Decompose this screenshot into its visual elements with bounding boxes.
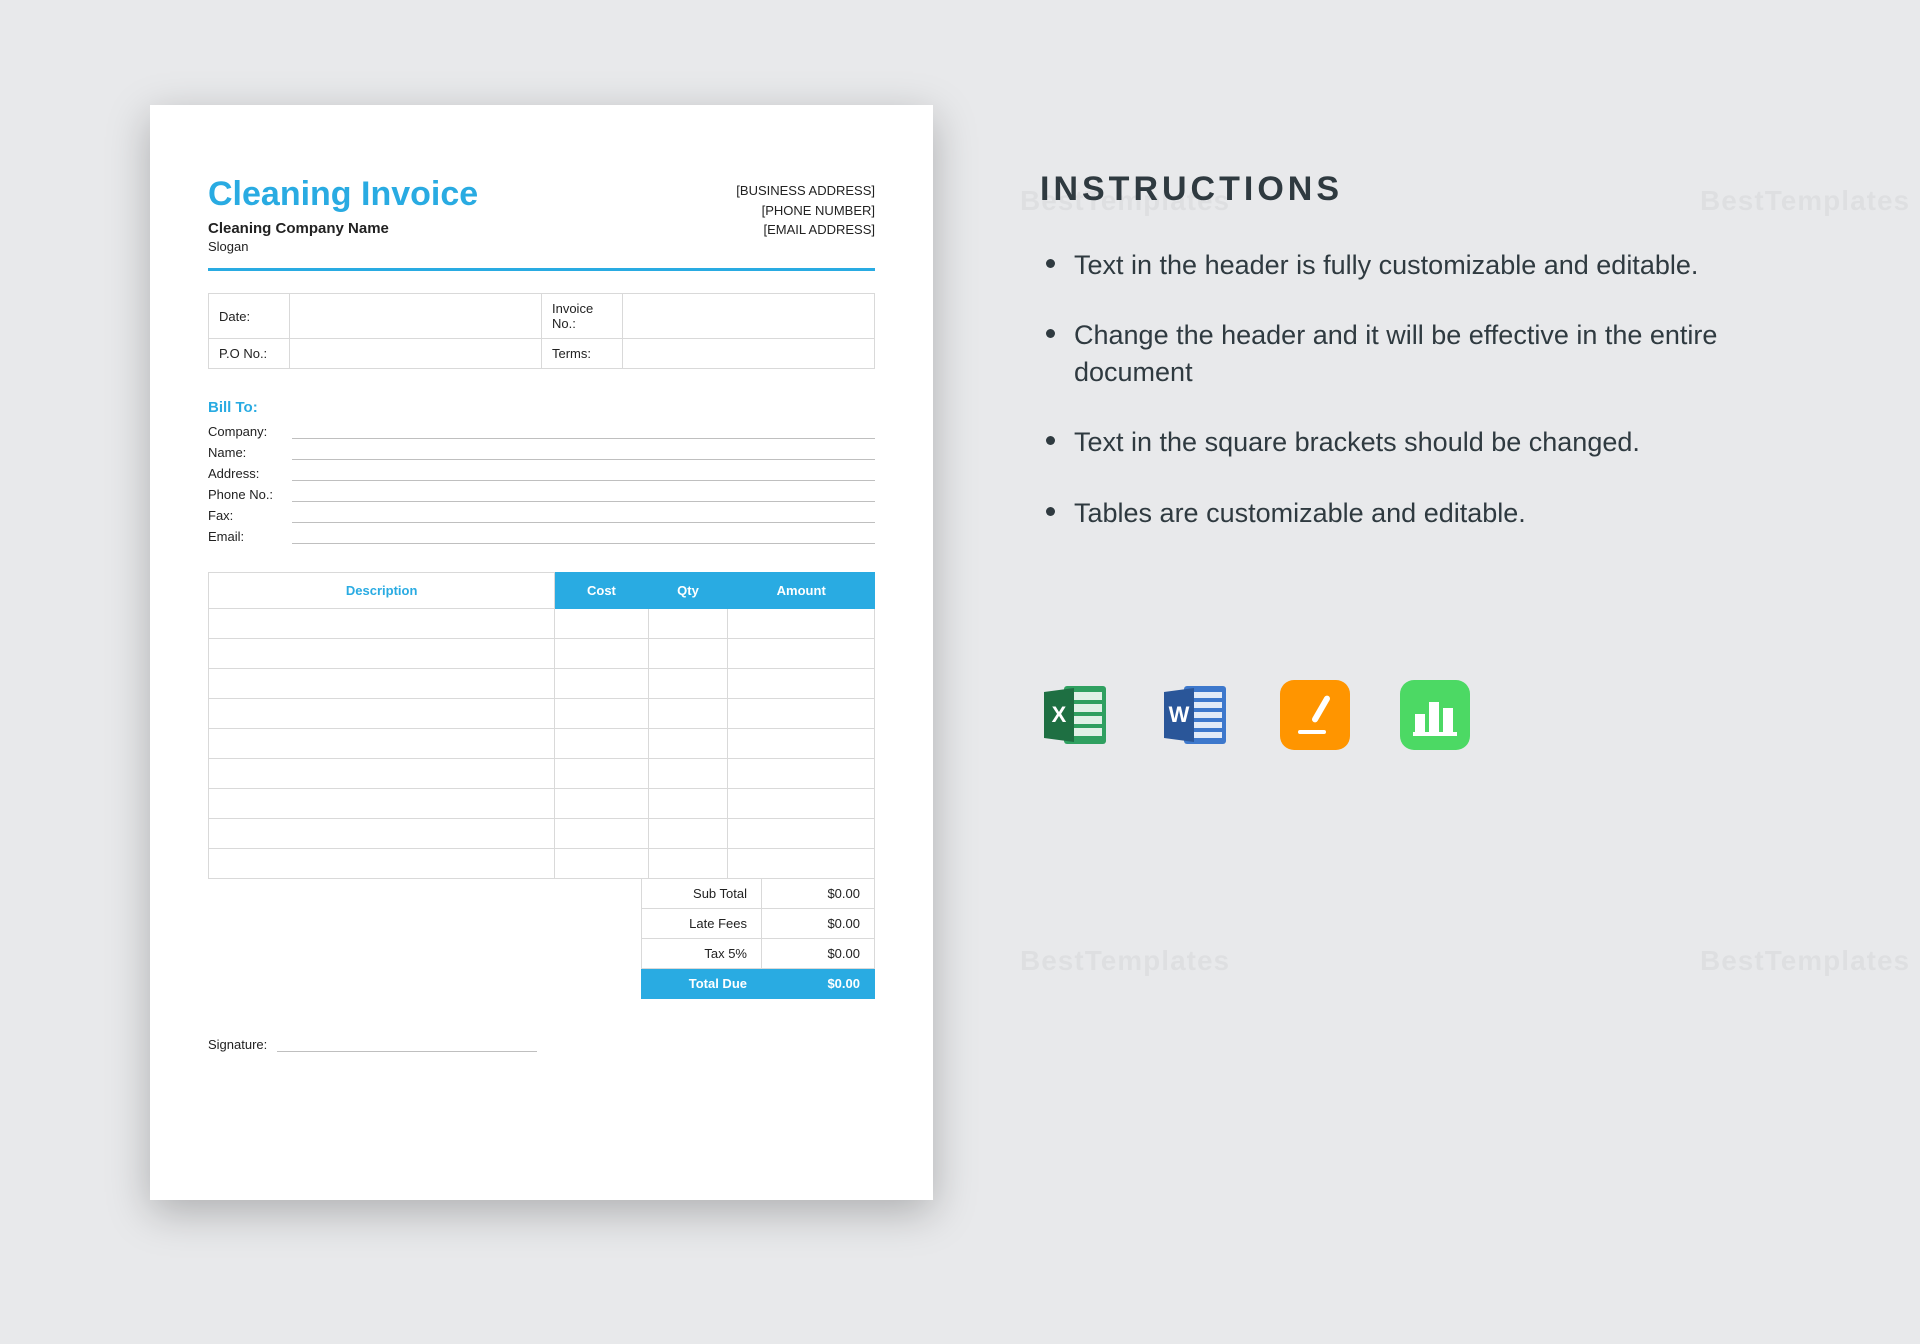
table-row — [209, 759, 875, 789]
tax-row: Tax 5% $0.00 — [642, 939, 875, 969]
latefees-value: $0.00 — [762, 909, 875, 939]
signature-line — [277, 1038, 537, 1052]
terms-label: Terms: — [541, 339, 622, 369]
business-contact: [BUSINESS ADDRESS] [PHONE NUMBER] [EMAIL… — [736, 181, 875, 240]
word-icon: W — [1160, 680, 1230, 750]
tax-value: $0.00 — [762, 939, 875, 969]
numbers-icon — [1400, 680, 1470, 750]
billto-fax: Fax: — [208, 508, 875, 523]
date-label: Date: — [209, 294, 290, 339]
col-description: Description — [209, 573, 555, 609]
pono-value — [289, 339, 541, 369]
table-row — [209, 789, 875, 819]
billto-phone: Phone No.: — [208, 487, 875, 502]
table-row — [209, 849, 875, 879]
billto-phone-line — [292, 488, 875, 502]
billto-email-label: Email: — [208, 529, 292, 544]
billto-address: Address: — [208, 466, 875, 481]
totaldue-row: Total Due $0.00 — [642, 969, 875, 999]
billto-fax-label: Fax: — [208, 508, 292, 523]
company-slogan: Slogan — [208, 239, 875, 254]
table-row — [209, 729, 875, 759]
bill-to-section: Bill To: Company: Name: Address: Phone N… — [208, 399, 875, 544]
billto-name-label: Name: — [208, 445, 292, 460]
instruction-item: Change the header and it will be effecti… — [1040, 317, 1760, 390]
pono-label: P.O No.: — [209, 339, 290, 369]
tax-label: Tax 5% — [642, 939, 762, 969]
signature-label: Signature: — [208, 1037, 267, 1052]
items-table: Description Cost Qty Amount — [208, 572, 875, 879]
signature-row: Signature: — [208, 1037, 875, 1052]
latefees-row: Late Fees $0.00 — [642, 909, 875, 939]
billto-name-line — [292, 446, 875, 460]
table-row — [209, 819, 875, 849]
date-value — [289, 294, 541, 339]
billto-name: Name: — [208, 445, 875, 460]
latefees-label: Late Fees — [642, 909, 762, 939]
invoiceno-label: Invoice No.: — [541, 294, 622, 339]
svg-text:W: W — [1169, 702, 1190, 727]
svg-text:X: X — [1052, 702, 1067, 727]
billto-fax-line — [292, 509, 875, 523]
subtotal-row: Sub Total $0.00 — [642, 879, 875, 909]
bill-to-heading: Bill To: — [208, 399, 875, 416]
billto-email: Email: — [208, 529, 875, 544]
col-qty: Qty — [648, 573, 728, 609]
instructions-heading: INSTRUCTIONS — [1040, 170, 1760, 209]
table-row — [209, 699, 875, 729]
business-address: [BUSINESS ADDRESS] — [736, 181, 875, 201]
billto-company: Company: — [208, 424, 875, 439]
invoice-header: Cleaning Invoice Cleaning Company Name S… — [208, 175, 875, 271]
totaldue-label: Total Due — [642, 969, 762, 999]
business-phone: [PHONE NUMBER] — [736, 201, 875, 221]
billto-address-line — [292, 467, 875, 481]
instructions-list: Text in the header is fully customizable… — [1040, 247, 1760, 531]
col-amount: Amount — [728, 573, 875, 609]
items-body — [209, 609, 875, 879]
billto-phone-label: Phone No.: — [208, 487, 292, 502]
table-row — [209, 609, 875, 639]
excel-icon: X — [1040, 680, 1110, 750]
col-cost: Cost — [555, 573, 648, 609]
instruction-item: Text in the header is fully customizable… — [1040, 247, 1760, 283]
invoice-sheet: Cleaning Invoice Cleaning Company Name S… — [150, 105, 933, 1200]
header-rule — [208, 268, 875, 271]
totaldue-value: $0.00 — [762, 969, 875, 999]
instructions-panel: INSTRUCTIONS Text in the header is fully… — [1040, 170, 1760, 565]
watermark: BestTemplates — [1020, 945, 1230, 977]
totals-section: Sub Total $0.00 Late Fees $0.00 Tax 5% $… — [208, 879, 875, 999]
subtotal-label: Sub Total — [642, 879, 762, 909]
table-row — [209, 639, 875, 669]
billto-company-line — [292, 425, 875, 439]
instruction-item: Text in the square brackets should be ch… — [1040, 424, 1760, 460]
meta-table: Date: Invoice No.: P.O No.: Terms: — [208, 293, 875, 369]
pages-icon — [1280, 680, 1350, 750]
app-icons-row: X W — [1040, 680, 1470, 750]
billto-address-label: Address: — [208, 466, 292, 481]
subtotal-value: $0.00 — [762, 879, 875, 909]
invoiceno-value — [622, 294, 874, 339]
terms-value — [622, 339, 874, 369]
watermark: BestTemplates — [1700, 945, 1910, 977]
business-email: [EMAIL ADDRESS] — [736, 220, 875, 240]
table-row — [209, 669, 875, 699]
billto-email-line — [292, 530, 875, 544]
billto-company-label: Company: — [208, 424, 292, 439]
instruction-item: Tables are customizable and editable. — [1040, 495, 1760, 531]
